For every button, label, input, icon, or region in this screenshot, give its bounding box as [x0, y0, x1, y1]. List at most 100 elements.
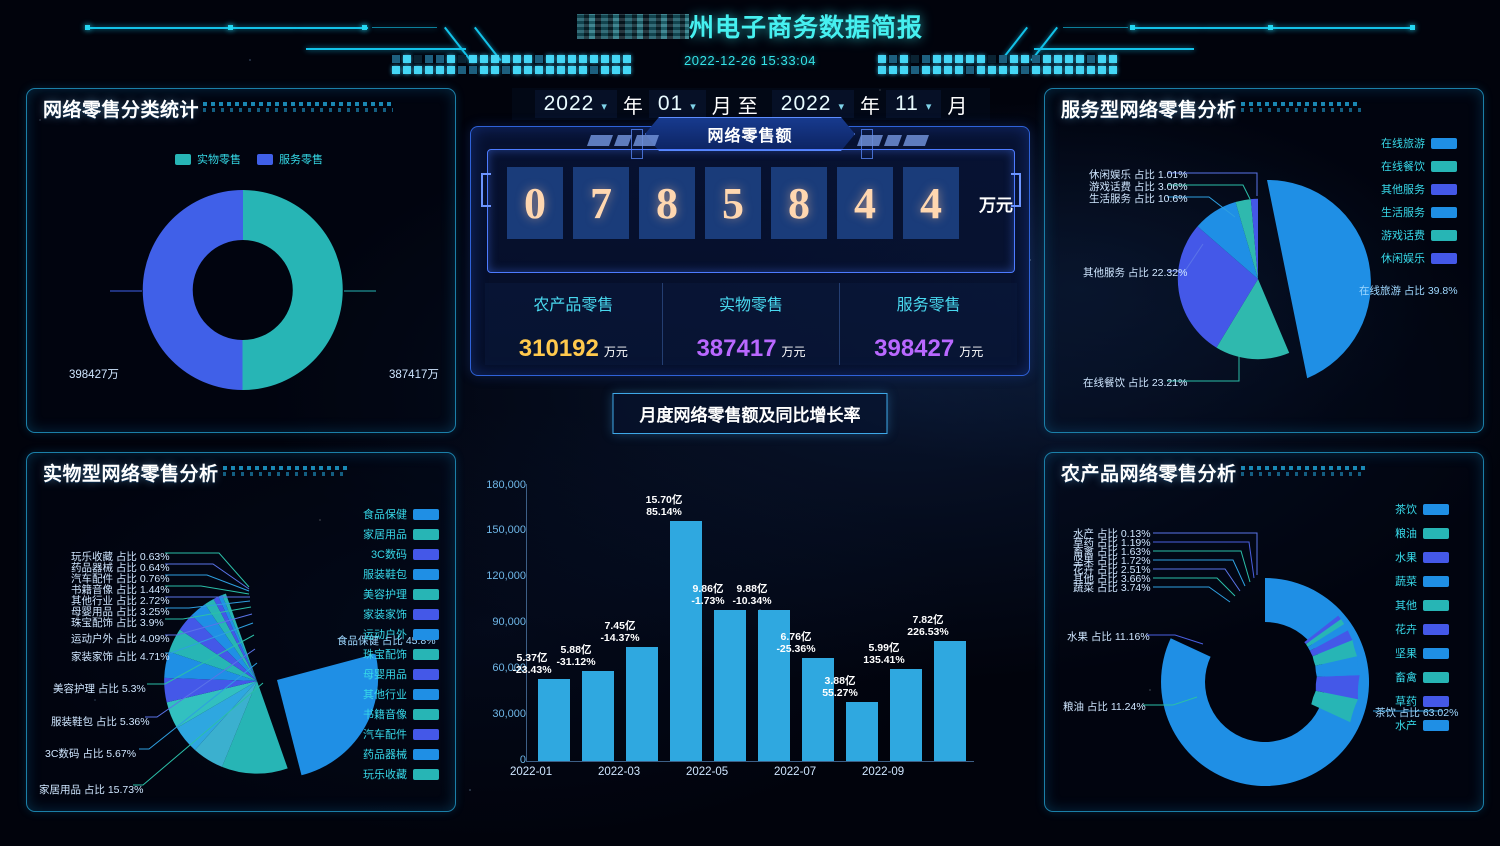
donut-chart-retail-category[interactable]: [108, 165, 378, 415]
chevron-down-icon: ▾: [838, 100, 846, 113]
start-year-unit: 年: [622, 95, 643, 118]
legend-item[interactable]: 书籍音像: [363, 706, 439, 722]
legend-label: 服务零售: [279, 154, 323, 166]
kpi-stat-label: 农产品零售: [533, 297, 614, 314]
bar[interactable]: [846, 702, 878, 761]
legend-item[interactable]: 家装家饰: [363, 606, 439, 622]
legend-item[interactable]: 其他服务: [1381, 181, 1457, 197]
title-redacted-block: [576, 14, 689, 39]
legend-item[interactable]: 汽车配件: [363, 726, 439, 742]
legend-item[interactable]: 游戏话费: [1381, 227, 1457, 243]
panel-retail-category: 网络零售分类统计 实物零售 服务零售 387417万 398427万: [26, 88, 456, 433]
kpi-total-retail-card: 网络零售额 0 7 8 5 8 4 4 万元 农产品零售 310192 万元 实物…: [470, 117, 1030, 376]
bar[interactable]: [802, 658, 834, 761]
bar[interactable]: [626, 647, 658, 761]
bar-label: 5.37亿 -23.43%: [506, 652, 558, 676]
bar-label-growth: -25.36%: [776, 643, 816, 655]
legend-label: 汽车配件: [363, 729, 407, 741]
kpi-stat-label: 实物零售: [719, 297, 784, 314]
legend-item[interactable]: 服装鞋包: [363, 566, 439, 582]
legend-item[interactable]: 水产: [1395, 717, 1449, 733]
start-year-select[interactable]: 2022 ▾: [534, 90, 617, 118]
pie-callout: 茶饮 占比 63.02%: [1375, 707, 1459, 719]
legend-item[interactable]: 在线餐饮: [1381, 158, 1457, 174]
bar[interactable]: [934, 641, 966, 761]
pie-callout: 花卉 占比 2.51%: [1073, 564, 1151, 576]
legend-item[interactable]: 实物零售: [175, 151, 241, 167]
x-axis-tick: 2022-09: [862, 766, 905, 778]
x-axis-tick: 2022-05: [686, 766, 729, 778]
legend-physical-retail: 食品保健 家居用品 3C数码 服装鞋包 美容护理 家装家饰 运动户外 珠宝配饰 …: [363, 506, 439, 786]
bar-label-amount: 5.37亿: [516, 652, 548, 664]
end-year-select[interactable]: 2022 ▾: [771, 90, 855, 118]
legend-label: 其他行业: [363, 689, 407, 701]
bar-chart-title: 月度网络零售额及同比增长率: [612, 393, 888, 434]
legend-item[interactable]: 运动户外: [363, 626, 439, 642]
legend-item[interactable]: 蔬菜: [1395, 573, 1449, 589]
legend-label: 在线旅游: [1381, 138, 1425, 150]
pie-callout: 畜禽 占比 1.63%: [1073, 546, 1151, 558]
end-month-select[interactable]: 11 ▾: [886, 90, 942, 118]
legend-item[interactable]: 草药: [1395, 693, 1449, 709]
legend-label: 畜禽: [1395, 672, 1417, 684]
bar-label-growth: 135.41%: [863, 654, 905, 666]
legend-item[interactable]: 家居用品: [363, 526, 439, 542]
legend-item[interactable]: 在线旅游: [1381, 135, 1457, 151]
legend-agri-retail: 茶饮 粮油 水果 蔬菜 其他 花卉 坚果 畜禽 草药 水产: [1395, 501, 1449, 741]
legend-item[interactable]: 服务零售: [257, 151, 323, 167]
pie-callout: 其他服务 占比 22.32%: [1083, 267, 1188, 279]
pie-chart-service-retail[interactable]: [1045, 119, 1485, 434]
pie-callout: 草药 占比 1.19%: [1073, 537, 1151, 549]
pie-callout-overlap: 在线旅游 占比 39.8%: [1359, 285, 1458, 297]
legend-item[interactable]: 水果: [1395, 549, 1449, 565]
kpi-stat-value: 398427 万元: [840, 335, 1017, 363]
end-month-value: 11: [895, 92, 919, 115]
kpi-digit: 8: [639, 167, 695, 239]
legend-item[interactable]: 休闲娱乐: [1381, 250, 1457, 266]
bar-label: 9.88亿 -10.34%: [726, 583, 778, 607]
kpi-digit: 4: [903, 167, 959, 239]
legend-item[interactable]: 粮油: [1395, 525, 1449, 541]
legend-label: 书籍音像: [363, 709, 407, 721]
legend-item[interactable]: 珠宝配饰: [363, 646, 439, 662]
legend-item[interactable]: 3C数码: [363, 546, 439, 562]
legend-label: 其他服务: [1381, 184, 1425, 196]
kpi-unit: 万元: [979, 195, 1013, 215]
start-month-select[interactable]: 01 ▾: [648, 90, 706, 118]
bar[interactable]: [890, 669, 922, 761]
legend-item[interactable]: 畜禽: [1395, 669, 1449, 685]
pie-callout: 水果 占比 11.16%: [1067, 631, 1150, 643]
legend-item[interactable]: 药品器械: [363, 746, 439, 762]
bar[interactable]: [582, 671, 614, 761]
legend-item[interactable]: 其他: [1395, 597, 1449, 613]
bar[interactable]: [670, 521, 702, 761]
bar[interactable]: [538, 679, 570, 761]
legend-item[interactable]: 茶饮: [1395, 501, 1449, 517]
legend-label: 实物零售: [197, 154, 241, 166]
pie-chart-physical-retail[interactable]: [27, 483, 457, 813]
panel-title-service-retail: 服务型网络零售分析: [1061, 95, 1361, 122]
pie-callout: 书籍音像 占比 1.44%: [71, 584, 170, 596]
kpi-tab-marks-left: [586, 135, 660, 146]
page-title: 州电子商务数据简报: [0, 8, 1500, 44]
legend-item[interactable]: 花卉: [1395, 621, 1449, 637]
legend-item[interactable]: 坚果: [1395, 645, 1449, 661]
legend-item[interactable]: 母婴用品: [363, 666, 439, 682]
legend-item[interactable]: 食品保健: [363, 506, 439, 522]
panel-service-retail: 服务型网络零售分析 休闲娱乐 占比 1.01% 游戏话费 占比 3.06% 生活…: [1044, 88, 1484, 433]
kpi-banner: 网络零售额: [645, 117, 855, 151]
legend-label: 母婴用品: [363, 669, 407, 681]
legend-label: 花卉: [1395, 624, 1417, 636]
legend-item[interactable]: 美容护理: [363, 586, 439, 602]
x-axis-line: [526, 761, 974, 762]
date-range-selector[interactable]: 2022 ▾ 年 01 ▾ 月 至 2022 ▾ 年 11 ▾ 月: [512, 88, 990, 120]
legend-item[interactable]: 其他行业: [363, 686, 439, 702]
pie-callout: 美容护理 占比 5.3%: [53, 683, 146, 695]
donut-chart-agri-retail[interactable]: [1045, 483, 1485, 813]
legend-item[interactable]: 生活服务: [1381, 204, 1457, 220]
bar[interactable]: [714, 610, 746, 761]
legend-item[interactable]: 玩乐收藏: [363, 766, 439, 782]
legend-label: 运动户外: [363, 629, 407, 641]
bar[interactable]: [758, 610, 790, 761]
bar-label: 7.82亿 226.53%: [900, 614, 956, 638]
